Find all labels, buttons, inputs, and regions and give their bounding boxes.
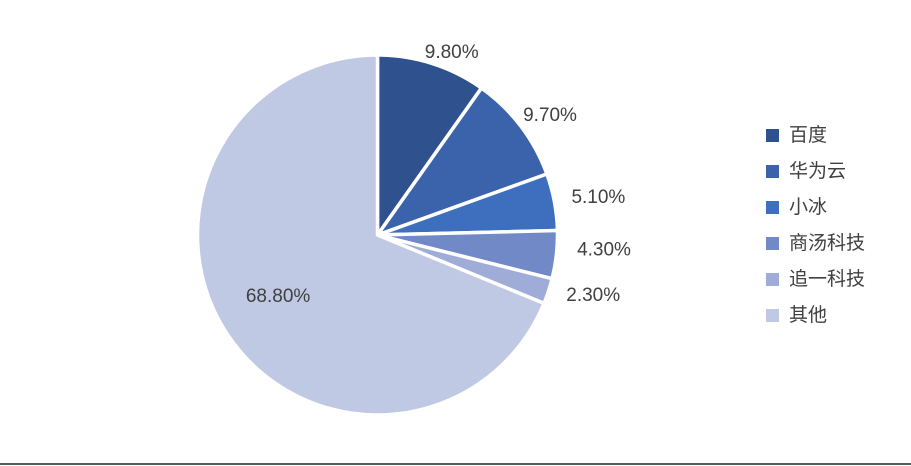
- legend: 百度华为云小冰商汤科技追一科技其他: [766, 124, 865, 340]
- legend-swatch-icon: [766, 165, 779, 178]
- legend-item-3[interactable]: 小冰: [766, 196, 865, 219]
- legend-item-1[interactable]: 百度: [766, 124, 865, 147]
- pie-slice-6[interactable]: [195, 53, 546, 417]
- legend-swatch-icon: [766, 129, 779, 142]
- legend-swatch-icon: [766, 237, 779, 250]
- legend-item-5[interactable]: 追一科技: [766, 268, 865, 291]
- legend-item-4[interactable]: 商汤科技: [766, 232, 865, 255]
- legend-label: 华为云: [789, 161, 847, 182]
- legend-swatch-icon: [766, 309, 779, 322]
- data-label: 68.80%: [246, 286, 311, 307]
- pie-slice-2[interactable]: [375, 86, 549, 237]
- bottom-rule: [0, 463, 911, 465]
- legend-label: 百度: [789, 125, 828, 146]
- legend-item-2[interactable]: 华为云: [766, 160, 865, 183]
- pie-slice-1[interactable]: [375, 53, 484, 237]
- data-label: 5.10%: [571, 187, 625, 208]
- data-label: 9.70%: [523, 105, 577, 126]
- legend-label: 其他: [789, 305, 828, 326]
- legend-swatch-icon: [766, 273, 779, 286]
- data-label: 2.30%: [566, 285, 620, 306]
- legend-label: 追一科技: [789, 269, 866, 290]
- legend-swatch-icon: [766, 201, 779, 214]
- data-label: 4.30%: [577, 240, 631, 261]
- legend-label: 商汤科技: [789, 233, 866, 254]
- legend-label: 小冰: [789, 197, 828, 218]
- data-label: 9.80%: [425, 42, 479, 63]
- legend-item-6[interactable]: 其他: [766, 304, 865, 327]
